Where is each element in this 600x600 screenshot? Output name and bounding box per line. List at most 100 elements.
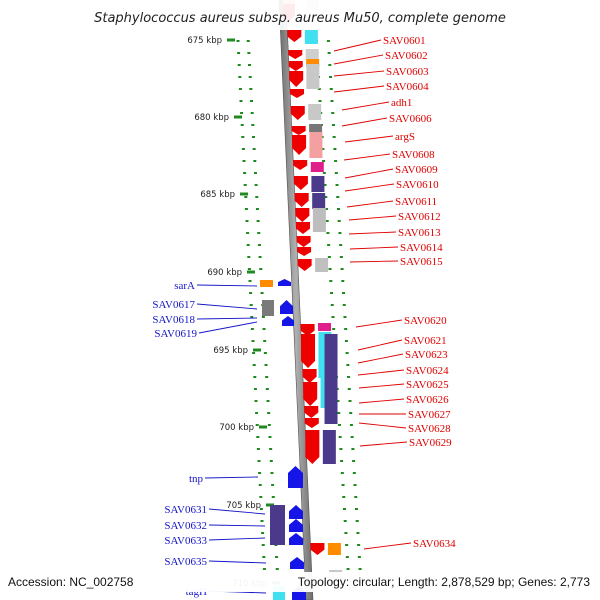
- forward-gene-arrow[interactable]: [290, 89, 305, 98]
- gene-label-args[interactable]: argS: [395, 131, 415, 143]
- gene-label-sav0624[interactable]: SAV0624: [406, 365, 449, 377]
- guide-dot: [267, 412, 271, 414]
- gene-label-sav0617[interactable]: SAV0617: [152, 299, 195, 311]
- gene-label-sav0601[interactable]: SAV0601: [383, 35, 426, 47]
- forward-gene-arrow[interactable]: [310, 543, 325, 555]
- gene-label-sav0621[interactable]: SAV0621: [404, 335, 447, 347]
- gene-label-sav0634[interactable]: SAV0634: [413, 538, 456, 550]
- scale-label: 695 kbp: [213, 346, 248, 356]
- forward-gene-arrow[interactable]: [295, 222, 310, 234]
- gene-label-sav0627[interactable]: SAV0627: [408, 409, 451, 421]
- guide-dot: [337, 412, 341, 414]
- reverse-gene-arrow[interactable]: [282, 316, 294, 326]
- forward-gene-arrow[interactable]: [290, 106, 305, 120]
- forward-gene-arrow[interactable]: [287, 30, 302, 42]
- gene-label-sav0618[interactable]: SAV0618: [152, 314, 195, 326]
- gene-label-sav0602[interactable]: SAV0602: [385, 50, 428, 62]
- gene-label-sav0623[interactable]: SAV0623: [405, 349, 448, 361]
- leader-line: [208, 537, 266, 541]
- feature-block: [324, 334, 338, 424]
- guide-dot: [351, 448, 355, 450]
- guide-dot: [346, 364, 350, 366]
- forward-gene-arrow[interactable]: [289, 71, 304, 87]
- leader-line: [204, 476, 259, 479]
- forward-gene-arrow[interactable]: [305, 430, 320, 464]
- gene-label-sav0632[interactable]: SAV0632: [164, 520, 207, 532]
- guide-dot: [259, 496, 263, 498]
- guide-dot: [264, 364, 268, 366]
- reverse-gene-arrow[interactable]: [280, 300, 293, 314]
- forward-gene-arrow[interactable]: [294, 193, 309, 207]
- leader-line: [341, 101, 390, 111]
- reverse-gene-arrow[interactable]: [289, 519, 303, 532]
- leader-line: [348, 215, 397, 221]
- guide-dot: [262, 556, 266, 558]
- gene-label-sav0631[interactable]: SAV0631: [164, 504, 207, 516]
- gene-label-sav0633[interactable]: SAV0633: [164, 535, 207, 547]
- gene-label-sav0603[interactable]: SAV0603: [386, 66, 429, 78]
- scale-label: 685 kbp: [200, 190, 235, 200]
- gene-label-sav0608[interactable]: SAV0608: [392, 149, 435, 161]
- forward-gene-arrow[interactable]: [293, 160, 308, 170]
- guide-dot: [344, 532, 348, 534]
- feature-block: [305, 49, 319, 59]
- forward-gene-arrow[interactable]: [304, 406, 319, 418]
- leader-line: [196, 317, 258, 320]
- gene-label-sav0629[interactable]: SAV0629: [409, 437, 452, 449]
- gene-label-sav0606[interactable]: SAV0606: [389, 113, 432, 125]
- gene-label-sav0604[interactable]: SAV0604: [386, 81, 429, 93]
- gene-label-sav0626[interactable]: SAV0626: [406, 394, 449, 406]
- gene-label-sav0611[interactable]: SAV0611: [395, 196, 437, 208]
- reverse-gene-arrow[interactable]: [289, 505, 303, 519]
- gene-label-sav0609[interactable]: SAV0609: [395, 164, 438, 176]
- forward-gene-arrow[interactable]: [297, 259, 312, 271]
- leader-line: [358, 422, 407, 429]
- forward-gene-arrow[interactable]: [293, 176, 308, 190]
- guide-dot: [262, 328, 266, 330]
- guide-dot: [337, 424, 341, 426]
- reverse-gene-arrow[interactable]: [288, 466, 303, 488]
- leader-line: [198, 321, 258, 334]
- gene-label-sav0615[interactable]: SAV0615: [400, 256, 443, 268]
- gene-label-sav0628[interactable]: SAV0628: [408, 423, 451, 435]
- gene-label-sav0619[interactable]: SAV0619: [154, 328, 197, 340]
- scale-label: 690 kbp: [207, 268, 242, 278]
- forward-gene-arrow[interactable]: [300, 324, 315, 336]
- forward-gene-arrow[interactable]: [297, 247, 312, 256]
- gene-label-sav0625[interactable]: SAV0625: [406, 379, 449, 391]
- gene-label-sav0635[interactable]: SAV0635: [164, 556, 207, 568]
- forward-gene-arrow[interactable]: [304, 418, 319, 428]
- forward-gene-arrow[interactable]: [301, 334, 316, 368]
- guide-dot: [249, 88, 253, 90]
- label-leaders: [196, 39, 412, 594]
- gene-label-sara[interactable]: sarA: [174, 280, 195, 292]
- gene-label-adh1[interactable]: adh1: [391, 97, 412, 109]
- guide-dot: [269, 460, 273, 462]
- reverse-gene-arrow[interactable]: [290, 557, 304, 569]
- guide-dot: [327, 256, 331, 258]
- guide-dot: [256, 436, 260, 438]
- forward-gene-arrow[interactable]: [292, 135, 307, 155]
- forward-gene-arrow[interactable]: [296, 236, 311, 247]
- forward-gene-arrow[interactable]: [302, 369, 317, 383]
- forward-gene-arrow[interactable]: [288, 50, 303, 59]
- leader-line: [196, 303, 258, 310]
- forward-gene-arrow[interactable]: [303, 382, 318, 406]
- gene-label-sav0612[interactable]: SAV0612: [398, 211, 441, 223]
- guide-dot: [253, 160, 257, 162]
- reverse-gene-arrow[interactable]: [278, 279, 291, 286]
- reverse-gene-arrow[interactable]: [289, 533, 303, 545]
- feature-block: [270, 505, 285, 545]
- leader-line: [348, 231, 397, 235]
- gene-label-tnp[interactable]: tnp: [189, 473, 204, 485]
- forward-gene-arrow[interactable]: [295, 208, 310, 222]
- gene-label-sav0610[interactable]: SAV0610: [396, 179, 439, 191]
- gene-label-sav0614[interactable]: SAV0614: [400, 242, 443, 254]
- forward-gene-arrow[interactable]: [291, 126, 306, 135]
- forward-gene-arrow[interactable]: [288, 61, 303, 71]
- guide-dot: [269, 448, 273, 450]
- guide-dot: [262, 568, 266, 570]
- gene-label-sav0613[interactable]: SAV0613: [398, 227, 441, 239]
- feature-block: [262, 300, 274, 316]
- gene-label-sav0620[interactable]: SAV0620: [404, 315, 447, 327]
